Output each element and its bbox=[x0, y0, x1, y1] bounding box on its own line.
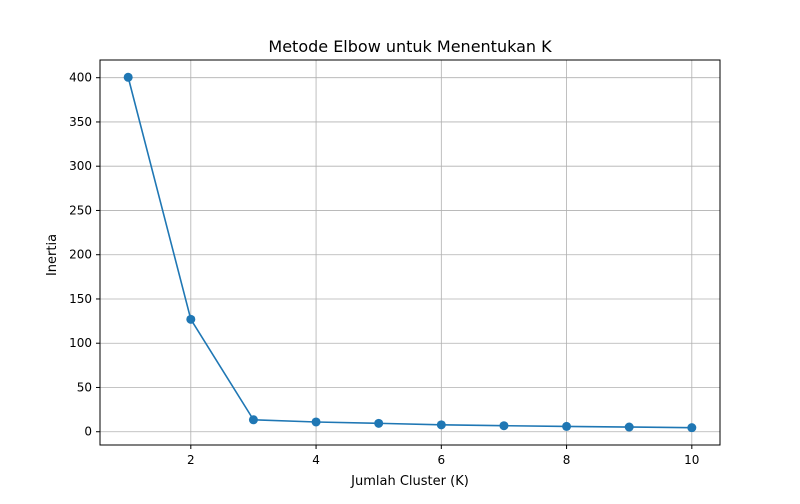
plot-area-frame bbox=[99, 59, 721, 446]
x-axis-ticks: 2 4 6 8 10 bbox=[187, 445, 699, 467]
data-point bbox=[499, 421, 509, 431]
x-tick-label: 8 bbox=[563, 453, 571, 467]
chart-title: Metode Elbow untuk Menentukan K bbox=[268, 37, 552, 56]
x-axis-label: Jumlah Cluster (K) bbox=[350, 474, 469, 489]
y-axis-label: Inertia bbox=[45, 234, 60, 276]
data-point bbox=[311, 417, 321, 427]
x-tick-label: 6 bbox=[437, 453, 445, 467]
data-point bbox=[436, 420, 446, 430]
data-point bbox=[562, 421, 572, 431]
data-point bbox=[687, 423, 697, 433]
series-layer bbox=[123, 72, 697, 433]
data-point bbox=[248, 415, 258, 425]
data-point bbox=[123, 72, 133, 82]
x-tick-label: 4 bbox=[312, 453, 320, 467]
y-tick-label: 250 bbox=[69, 203, 92, 217]
data-point bbox=[186, 314, 196, 324]
y-tick-label: 150 bbox=[69, 292, 92, 306]
y-tick-label: 50 bbox=[77, 380, 92, 394]
data-point bbox=[374, 418, 384, 428]
y-tick-label: 300 bbox=[69, 159, 92, 173]
series-line bbox=[127, 77, 692, 429]
y-axis-ticks: 0 50 100 150 200 250 300 350 400 bbox=[69, 71, 100, 439]
x-tick-label: 2 bbox=[187, 453, 195, 467]
y-tick-label: 200 bbox=[69, 248, 92, 262]
grid-lines bbox=[100, 60, 720, 445]
y-tick-label: 400 bbox=[69, 71, 92, 85]
data-point bbox=[624, 422, 634, 432]
y-tick-label: 0 bbox=[84, 425, 92, 439]
y-tick-label: 100 bbox=[69, 336, 92, 350]
x-tick-label: 10 bbox=[684, 453, 699, 467]
y-tick-label: 350 bbox=[69, 115, 92, 129]
